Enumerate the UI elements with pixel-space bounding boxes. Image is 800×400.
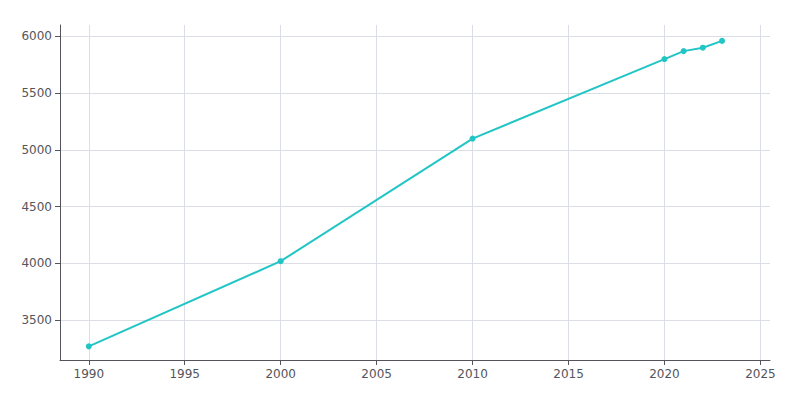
svg-text:2025: 2025 xyxy=(745,367,776,381)
svg-text:2020: 2020 xyxy=(649,367,680,381)
svg-text:3500: 3500 xyxy=(21,313,52,327)
svg-text:5000: 5000 xyxy=(21,143,52,157)
svg-text:1995: 1995 xyxy=(169,367,200,381)
svg-text:5500: 5500 xyxy=(21,86,52,100)
svg-text:2015: 2015 xyxy=(553,367,584,381)
svg-text:1990: 1990 xyxy=(74,367,105,381)
svg-text:2000: 2000 xyxy=(265,367,296,381)
svg-text:4000: 4000 xyxy=(21,256,52,270)
svg-text:4500: 4500 xyxy=(21,200,52,214)
svg-text:6000: 6000 xyxy=(21,29,52,43)
svg-text:2005: 2005 xyxy=(361,367,392,381)
svg-text:2010: 2010 xyxy=(457,367,488,381)
